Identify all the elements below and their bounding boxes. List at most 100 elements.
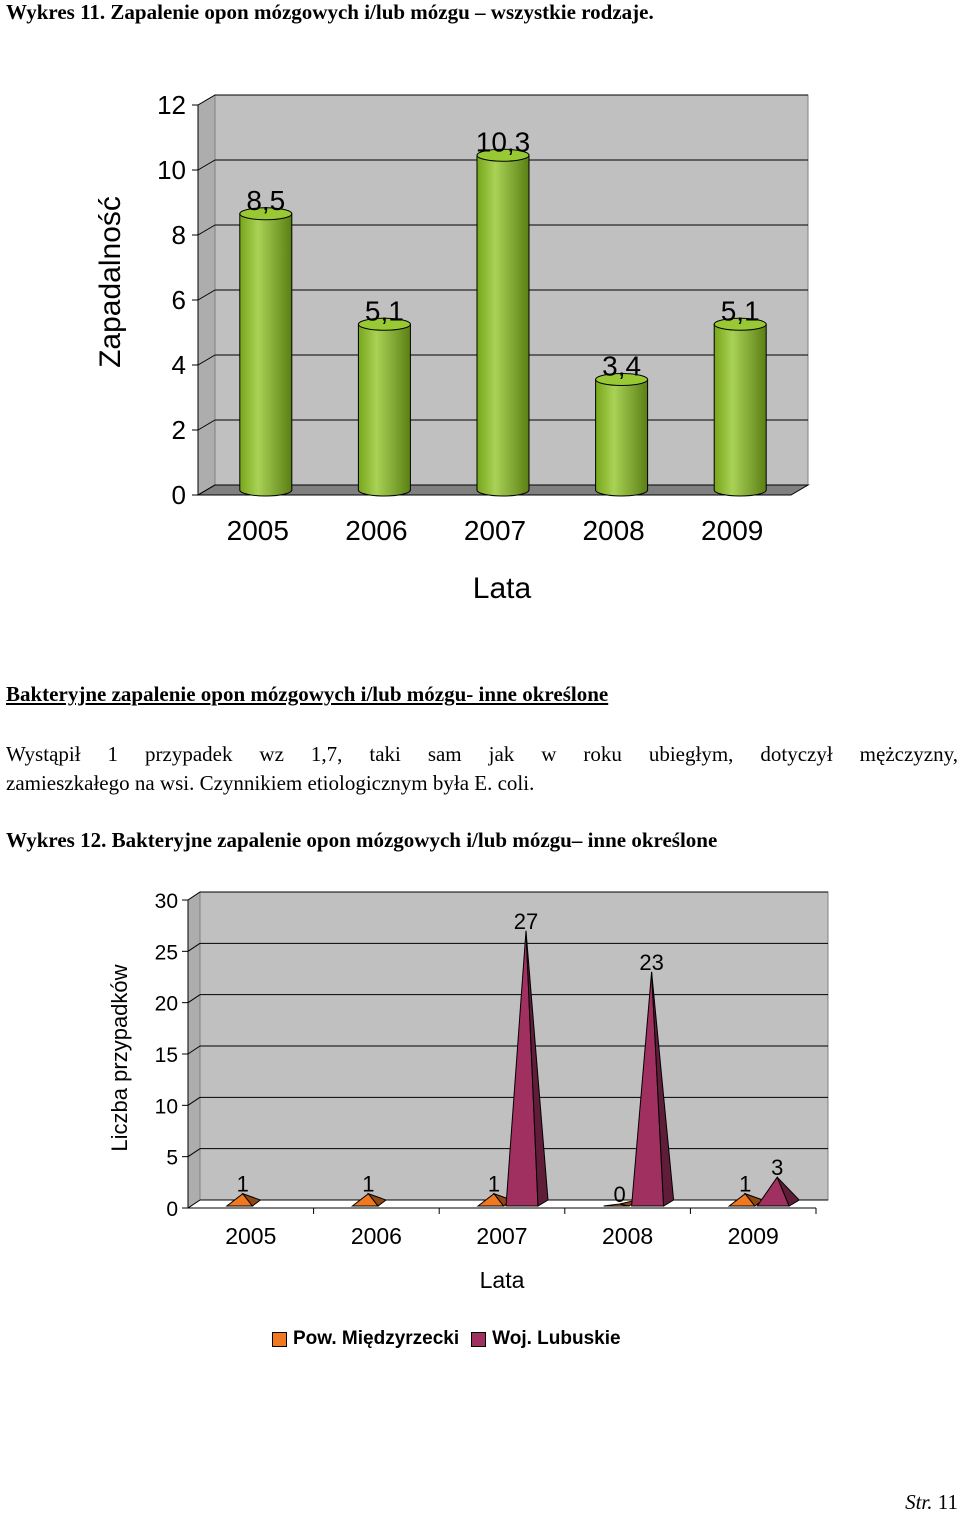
- chart-1-x-tick-label: 2009: [701, 515, 763, 546]
- chart-2-grid-diag: [187, 994, 201, 1004]
- chart-2-pyramid-side: [366, 1192, 388, 1207]
- chart-2-data-label: 1: [237, 1172, 249, 1197]
- chart-2-legend: Pow. Międzyrzecki Woj. Lubuskie: [272, 1328, 633, 1350]
- chart-2-data-label: 1: [488, 1172, 500, 1197]
- chart-2-pyramid: [350, 1192, 388, 1207]
- legend-swatch-series-1: [272, 1331, 287, 1347]
- chart-2-pyramid: [505, 930, 549, 1207]
- chart-2-grid-diag: [187, 1199, 201, 1209]
- chart-2-pyramid-side: [241, 1192, 262, 1207]
- chart-1-bar-body: [595, 379, 649, 497]
- chart-2-y-tick-label: 15: [155, 1044, 178, 1067]
- chart-1-y-tick-label: 8: [172, 220, 186, 250]
- chart-1-grid-diag: [197, 159, 216, 171]
- chart-1-grid-diag: [197, 484, 216, 496]
- page-footer: Str. 11: [905, 1490, 958, 1515]
- chart-2-pyramid: [756, 1176, 800, 1207]
- chart-2-x-tick-label: 2007: [476, 1223, 527, 1249]
- chart-2-pyramid: [225, 1192, 262, 1207]
- chart-1-x-tick-label: 2007: [464, 515, 526, 546]
- chart-2-grid-diag: [187, 1096, 201, 1106]
- chart-1-data-label: 10,3: [476, 126, 531, 157]
- chart-1-data-label: 5,1: [721, 295, 760, 326]
- chart-1-data-label: 5,1: [365, 295, 404, 326]
- chart-2-y-tick-label: 5: [166, 1147, 178, 1170]
- chart-1-bar-top: [239, 207, 293, 221]
- chart-1-grid-diag: [197, 354, 216, 366]
- chart-1-x-tick-label: 2006: [345, 515, 407, 546]
- chart-1-y-tick-label: 4: [172, 350, 186, 380]
- chart-2-data-label: 1: [362, 1172, 374, 1197]
- chart-2-pyramid: [727, 1192, 764, 1207]
- chart-2-grid-diag: [187, 942, 201, 952]
- chart-title-1: Wykres 11. Zapalenie opon mózgowych i/lu…: [6, 0, 654, 24]
- chart-1-grid-diag: [197, 94, 216, 106]
- chart-1-x-axis-title: Lata: [473, 572, 532, 605]
- chart-1-y-tick-label: 12: [157, 90, 186, 120]
- chart-2-grid-diag: [187, 891, 201, 901]
- chart-2-data-label: 3: [771, 1155, 783, 1180]
- chart-1-data-label: 3,4: [602, 351, 641, 382]
- chart-2-x-tick-label: 2009: [728, 1223, 779, 1249]
- chart-1-bar-body: [476, 154, 530, 497]
- chart-2-pyramid: [631, 971, 675, 1207]
- chart-1-bar-top: [713, 317, 767, 331]
- chart-2-data-label: 27: [514, 909, 538, 934]
- chart-1-bar: [357, 317, 411, 497]
- legend-item-series-1: Pow. Międzyrzecki: [272, 1328, 459, 1350]
- chart-1-bar-top: [595, 373, 649, 386]
- chart-2-x-tick-label: 2008: [602, 1223, 653, 1249]
- chart-2-grid-diag: [187, 1148, 201, 1158]
- chart-1-grid-diag: [197, 224, 216, 236]
- chart-1-y-tick-label: 6: [172, 285, 186, 315]
- chart-1-y-tick-label: 2: [172, 415, 186, 445]
- chart-2-y-tick-label: 30: [155, 890, 178, 913]
- chart-1-grid-diag: [197, 289, 216, 301]
- footer-page-number: 11: [937, 1490, 958, 1514]
- chart-2-grid-diag: [187, 1045, 201, 1055]
- chart-1-x-tick-label: 2008: [582, 515, 644, 546]
- paragraph-line-1: Wystąpił 1 przypadek wz 1,7, taki sam ja…: [6, 742, 958, 766]
- chart-1-y-tick-label: 10: [157, 155, 186, 185]
- chart-1-bar: [239, 207, 293, 497]
- paragraph-line-2: zamieszkałego na wsi. Czynnikiem etiolog…: [6, 771, 535, 795]
- chart-2-x-axis-title: Lata: [480, 1267, 525, 1293]
- chart-2-pyramid: [603, 1199, 638, 1207]
- chart-1-bar-body: [239, 213, 293, 497]
- chart-2-x-tick-label: 2005: [225, 1223, 276, 1249]
- chart-1-bar: [595, 373, 649, 497]
- chart-1-bar: [476, 148, 530, 497]
- chart-1-bar-body: [713, 323, 767, 497]
- legend-item-series-2: Woj. Lubuskie: [471, 1328, 621, 1350]
- chart-2-y-axis-title: Liczba przypadków: [107, 964, 132, 1151]
- chart-2-data-label: 23: [639, 950, 663, 975]
- chart-1-y-tick-label: 0: [172, 480, 186, 510]
- chart-2-y-tick-label: 20: [155, 993, 178, 1016]
- legend-label-series-1: Pow. Międzyrzecki: [293, 1328, 460, 1349]
- chart-1-bar-top: [357, 317, 411, 331]
- chart-1-grid-diag: [197, 419, 216, 431]
- chart-1-incidence: 0 2 4 6 8 10 12 Zapadalność 8,5 2005 5,1 2006 10,3 20…: [94, 90, 810, 605]
- chart-title-2: Wykres 12. Bakteryjne zapalenie opon móz…: [6, 828, 718, 852]
- chart-1-x-tick-label: 2005: [227, 515, 289, 546]
- chart-2-x-tick-label: 2006: [351, 1223, 402, 1249]
- chart-1-bar: [713, 317, 767, 497]
- chart-2-pyramid-side: [776, 1176, 800, 1207]
- legend-swatch-series-2: [471, 1331, 487, 1347]
- chart-1-data-label: 8,5: [246, 185, 285, 216]
- chart-2-y-tick-label: 0: [166, 1198, 178, 1221]
- chart-1-y-axis-title: Zapadalność: [94, 196, 127, 368]
- footer-label: Str.: [905, 1490, 933, 1514]
- chart-2-pyramid-side: [651, 971, 675, 1207]
- legend-label-series-2: Woj. Lubuskie: [492, 1328, 621, 1349]
- chart-2-y-tick-label: 25: [155, 941, 178, 964]
- chart-2-pyramid-side: [525, 930, 549, 1207]
- chart-1-bar-top: [476, 148, 530, 162]
- chart-2-data-label: 1: [739, 1172, 751, 1197]
- chart-2-data-label: 0: [613, 1182, 625, 1207]
- chart-1-bar-body: [357, 323, 411, 497]
- description-paragraph: Wystąpił 1 przypadek wz 1,7, taki sam ja…: [6, 740, 958, 798]
- section-heading: Bakteryjne zapalenie opon mózgowych i/lu…: [6, 682, 609, 706]
- chart-2-y-tick-label: 10: [155, 1095, 178, 1118]
